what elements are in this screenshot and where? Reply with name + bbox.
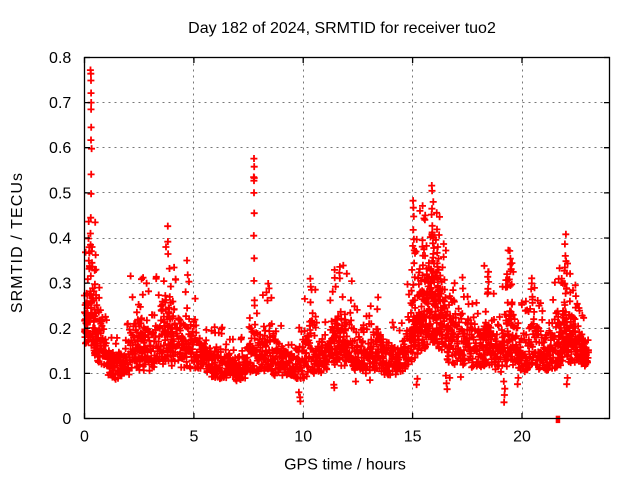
svg-text:15: 15 [404,429,422,446]
svg-text:20: 20 [513,429,531,446]
svg-text:0.8: 0.8 [49,50,71,67]
svg-text:0: 0 [80,429,89,446]
svg-text:0.3: 0.3 [49,276,71,293]
svg-text:Day 182 of 2024, SRMTID for re: Day 182 of 2024, SRMTID for receiver tuo… [188,20,496,37]
svg-text:0.7: 0.7 [49,95,71,112]
svg-text:0: 0 [62,411,71,428]
svg-text:10: 10 [294,429,312,446]
svg-text:0.6: 0.6 [49,140,71,157]
svg-text:0.4: 0.4 [49,231,71,248]
svg-text:0.1: 0.1 [49,366,71,383]
svg-text:0.5: 0.5 [49,185,71,202]
svg-text:SRMTID / TECUs: SRMTID / TECUs [9,172,26,313]
svg-text:0.2: 0.2 [49,321,71,338]
svg-text:GPS time / hours: GPS time / hours [284,457,406,474]
svg-text:5: 5 [189,429,198,446]
